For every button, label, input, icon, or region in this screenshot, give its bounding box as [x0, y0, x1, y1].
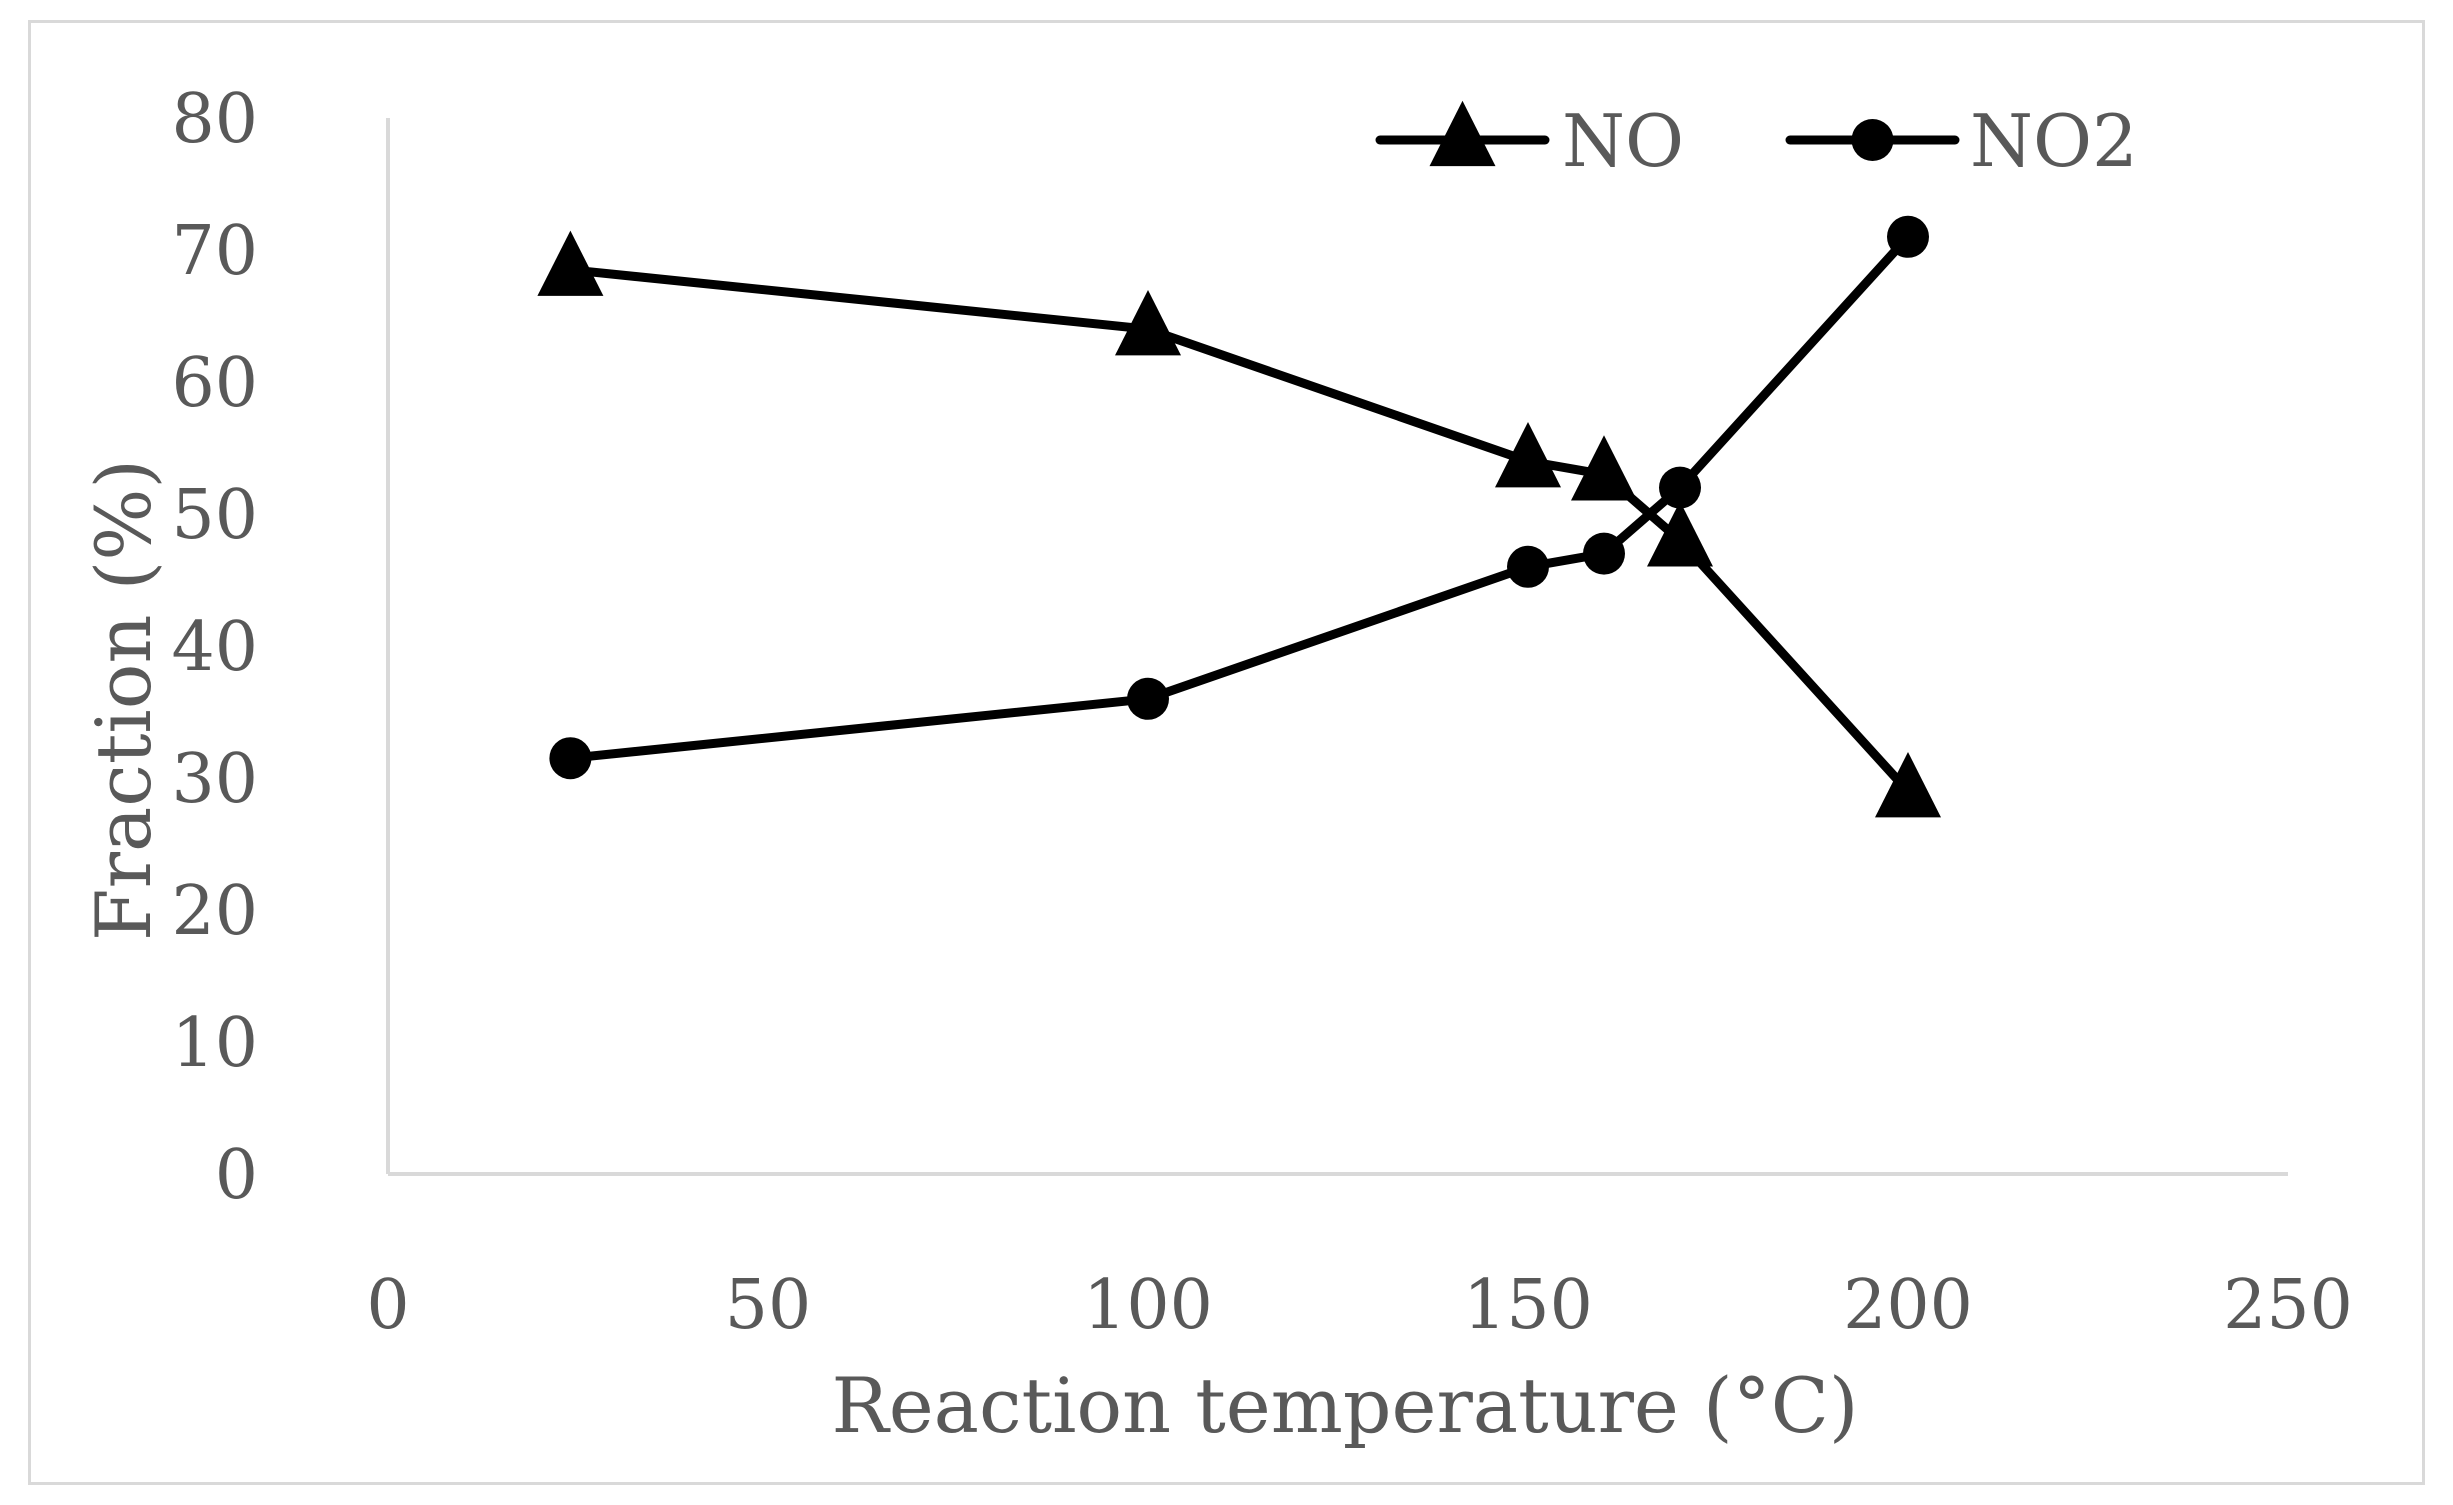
data-point-no2 [1887, 215, 1929, 258]
data-point-no [1571, 435, 1637, 501]
data-point-no [537, 230, 604, 296]
legend-marker-no [1429, 100, 1496, 167]
legend-label-no: NO [1562, 99, 1684, 183]
legend-marker-no2 [1851, 119, 1894, 161]
x-tick-label: 200 [1843, 1266, 1973, 1345]
y-tick-label: 50 [171, 476, 258, 555]
series-line-no [565, 265, 1913, 796]
x-tick-label: 150 [1463, 1266, 1593, 1345]
data-point-no [1647, 501, 1713, 567]
y-tick-label: 60 [171, 344, 258, 423]
x-tick-label: 250 [2223, 1266, 2353, 1345]
data-point-no2 [1659, 466, 1701, 509]
y-tick-label: 20 [171, 872, 258, 951]
legend: NO NO2 [1375, 99, 2138, 183]
axes: 0 10 20 30 40 50 60 70 80 0 50 100 150 200 250 Reaction… [79, 80, 2353, 1450]
y-axis-title: Fraction (%) [79, 459, 168, 941]
y-tick-label: 40 [171, 608, 258, 687]
x-axis-title: Reaction temperature (°C) [831, 1361, 1858, 1450]
data-point-no [1875, 751, 1941, 818]
legend-label-no2: NO2 [1970, 99, 2138, 183]
data-point-no [1495, 421, 1561, 488]
chart-frame [28, 20, 2425, 1485]
data-point-no2 [549, 737, 592, 780]
data-point-no2 [1583, 532, 1625, 575]
x-tick-label: 50 [725, 1266, 812, 1345]
y-tick-label: 0 [215, 1136, 258, 1215]
y-tick-label: 70 [171, 212, 258, 291]
series-layer [537, 215, 1941, 818]
y-tick-label: 80 [171, 80, 258, 159]
x-tick-label: 0 [366, 1266, 409, 1345]
data-point-no [1115, 289, 1181, 356]
data-point-no2 [1507, 545, 1549, 588]
data-point-no2 [1127, 677, 1169, 720]
series-line-no2 [565, 232, 1913, 763]
y-tick-label: 30 [171, 740, 258, 819]
y-tick-label: 10 [171, 1004, 258, 1083]
x-tick-label: 100 [1083, 1266, 1213, 1345]
